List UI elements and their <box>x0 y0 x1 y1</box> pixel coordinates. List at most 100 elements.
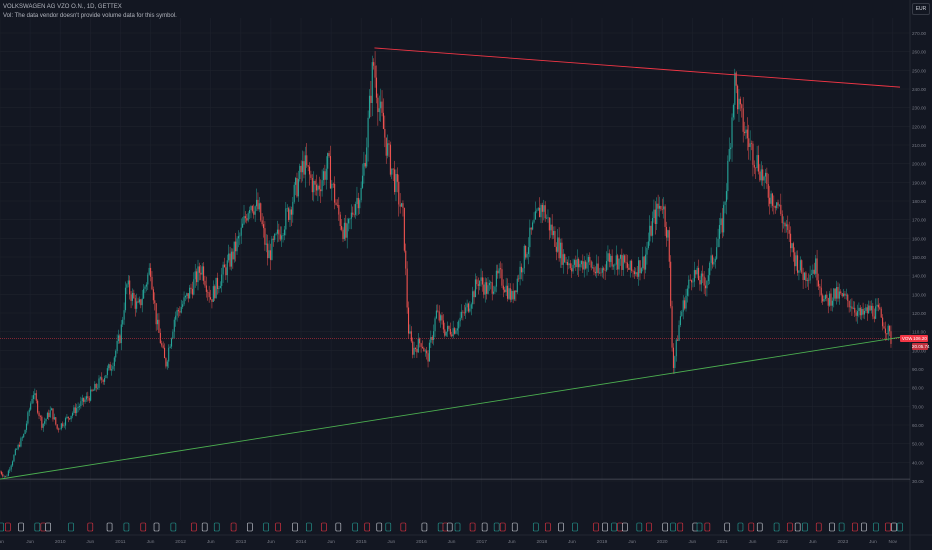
event-marker <box>123 522 130 532</box>
candle-body <box>295 177 297 185</box>
event-marker <box>437 522 444 532</box>
candle-body <box>303 161 305 175</box>
x-tick-label: Jun <box>327 539 335 545</box>
candle-body <box>11 461 14 466</box>
candle-body <box>445 331 447 336</box>
candle-body <box>679 316 681 326</box>
candle-body <box>859 307 861 316</box>
candle-body <box>126 284 128 288</box>
candle-body <box>713 261 715 265</box>
candle-body <box>642 256 644 269</box>
candle-body <box>571 268 573 272</box>
candle-body <box>576 259 578 268</box>
candle-body <box>558 237 560 259</box>
candle-body <box>596 263 598 274</box>
candle-body <box>392 168 394 170</box>
candle-body <box>487 285 489 294</box>
candle-body <box>90 389 92 401</box>
candle-body <box>716 247 718 259</box>
candle-body <box>42 423 44 428</box>
candle-body <box>367 117 369 148</box>
candle-body <box>608 253 610 262</box>
symbol-title[interactable]: VOLKSWAGEN AG VZO O.N., 1D, GETTEX <box>3 4 122 10</box>
event-marker <box>191 522 197 532</box>
x-tick-label: 2021 <box>717 539 728 545</box>
candle-body <box>87 396 89 398</box>
currency-button[interactable]: EUR <box>912 3 930 15</box>
candle-body <box>481 277 483 285</box>
candle-body <box>131 292 134 301</box>
candle-body <box>780 204 782 215</box>
candle-body <box>232 251 234 260</box>
candle-body <box>597 263 599 273</box>
candle-body <box>84 399 86 402</box>
candle-body <box>467 303 470 312</box>
candle-body <box>861 308 863 316</box>
candle-body <box>161 343 163 346</box>
candle-body <box>633 271 635 275</box>
candle-body <box>24 429 26 434</box>
candle-body <box>144 286 146 289</box>
candle-body <box>350 212 352 219</box>
candle-body <box>314 180 316 185</box>
candle-body <box>688 279 690 289</box>
event-marker <box>306 522 312 532</box>
x-tick-label: Jun <box>147 539 155 545</box>
candle-body <box>566 262 569 266</box>
y-tick-label: 240.00 <box>912 87 926 92</box>
candle-body <box>179 311 181 313</box>
y-tick-label: 170.00 <box>912 218 926 223</box>
x-tick-label: Jun <box>869 539 877 545</box>
candle-body <box>159 332 161 344</box>
candle-body <box>771 193 774 206</box>
candle-body <box>441 315 443 321</box>
candle-body <box>520 266 523 273</box>
candle-body <box>879 307 881 309</box>
x-tick-label: Jun <box>387 539 395 545</box>
candle-body <box>101 377 103 381</box>
candle-body <box>573 260 576 265</box>
candle-body <box>173 319 175 332</box>
candle-body <box>797 255 799 273</box>
candle-body <box>6 475 8 477</box>
candle-body <box>278 229 280 235</box>
event-marker <box>213 522 220 532</box>
candle-body <box>414 347 417 349</box>
event-marker <box>558 522 564 532</box>
candle-body <box>112 366 114 370</box>
candle-body <box>844 293 846 296</box>
candle-body <box>251 206 253 212</box>
candle-body <box>216 277 219 289</box>
event-marker <box>34 522 41 532</box>
candle-body <box>456 328 458 331</box>
y-tick-label: 80.00 <box>912 386 924 391</box>
candle-body <box>416 348 418 353</box>
candle-body <box>2 474 4 477</box>
candle-body <box>71 413 74 416</box>
y-tick-label: 130.00 <box>912 292 926 297</box>
candle-body <box>649 225 651 242</box>
candle-body <box>378 108 380 113</box>
candle-body <box>109 364 111 371</box>
candle-body <box>791 243 793 249</box>
candle-body <box>717 238 719 248</box>
candle-body <box>442 320 444 330</box>
x-tick-label: Jun <box>688 539 696 545</box>
candle-body <box>884 328 886 334</box>
candle-body <box>127 280 129 285</box>
candle-body <box>434 318 436 332</box>
candle-body <box>91 389 93 391</box>
candle-body <box>702 273 704 277</box>
candle-body <box>38 412 40 417</box>
candle-body <box>99 377 101 379</box>
y-tick-label: 90.00 <box>912 367 924 372</box>
candle-body <box>583 261 585 270</box>
event-marker <box>376 522 383 532</box>
candle-body <box>645 254 647 270</box>
candle-body <box>501 269 503 286</box>
candle-body <box>852 307 854 309</box>
candle-body <box>883 326 885 329</box>
candle-body <box>129 280 131 295</box>
candle-body <box>614 264 616 266</box>
